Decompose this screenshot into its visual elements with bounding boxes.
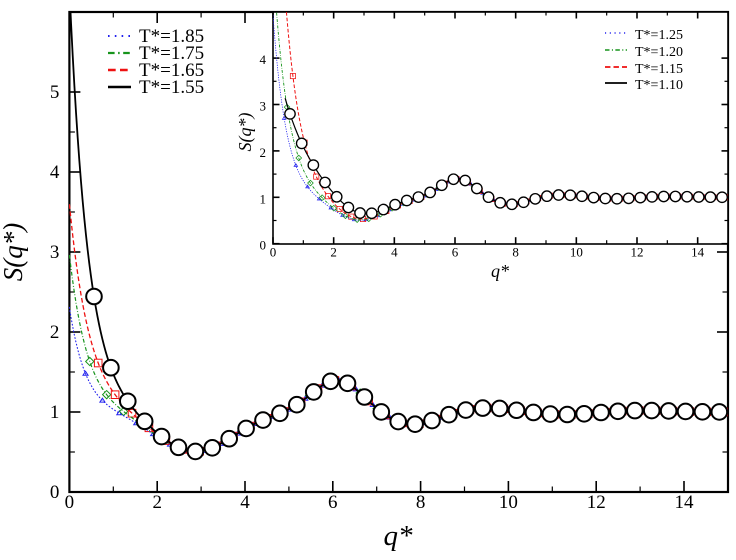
svg-text:10: 10 xyxy=(499,492,518,513)
svg-text:8: 8 xyxy=(512,245,519,260)
svg-text:q*: q* xyxy=(384,520,414,552)
svg-text:0: 0 xyxy=(65,492,75,513)
svg-text:3: 3 xyxy=(50,242,60,263)
svg-text:6: 6 xyxy=(328,492,338,513)
svg-text:4: 4 xyxy=(240,492,250,513)
svg-text:4: 4 xyxy=(260,52,267,67)
svg-text:14: 14 xyxy=(675,492,695,513)
svg-text:10: 10 xyxy=(570,245,583,260)
svg-text:0: 0 xyxy=(260,238,267,253)
svg-text:S(q*): S(q*) xyxy=(235,113,256,152)
svg-text:4: 4 xyxy=(391,245,398,260)
svg-text:2: 2 xyxy=(330,245,337,260)
svg-text:0: 0 xyxy=(270,245,277,260)
svg-text:2: 2 xyxy=(260,145,267,160)
svg-text:12: 12 xyxy=(587,492,606,513)
svg-text:q*: q* xyxy=(491,261,509,281)
svg-text:14: 14 xyxy=(691,245,705,260)
svg-text:0: 0 xyxy=(50,482,60,503)
svg-text:8: 8 xyxy=(416,492,426,513)
svg-text:4: 4 xyxy=(50,162,60,183)
svg-text:1: 1 xyxy=(50,402,60,423)
svg-text:T*=1.20: T*=1.20 xyxy=(635,45,683,60)
svg-text:T*=1.10: T*=1.10 xyxy=(635,78,683,93)
svg-text:T*=1.25: T*=1.25 xyxy=(635,28,683,43)
svg-text:T*=1.15: T*=1.15 xyxy=(635,62,683,77)
svg-text:2: 2 xyxy=(50,322,60,343)
svg-text:5: 5 xyxy=(50,82,60,103)
svg-text:1: 1 xyxy=(260,191,267,206)
svg-text:6: 6 xyxy=(452,245,459,260)
svg-text:2: 2 xyxy=(152,492,162,513)
svg-text:12: 12 xyxy=(631,245,644,260)
svg-text:T*=1.55: T*=1.55 xyxy=(139,77,204,98)
svg-text:S(q*): S(q*) xyxy=(0,223,28,281)
svg-text:3: 3 xyxy=(260,99,267,114)
